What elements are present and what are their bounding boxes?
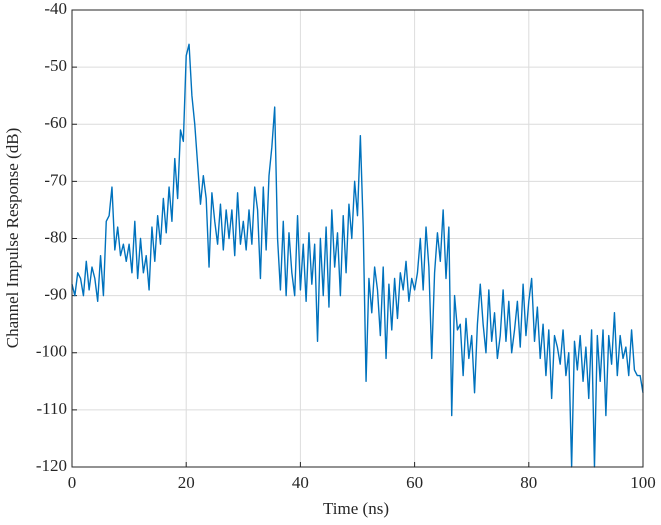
data-line (71, 43, 644, 468)
x-tick-label: 100 (630, 473, 656, 492)
y-tick-label: -100 (36, 342, 67, 361)
y-tick-label: -90 (44, 285, 67, 304)
y-tick-label: -70 (44, 170, 67, 189)
y-tick-label: -80 (44, 227, 67, 246)
plot-frame (71, 9, 644, 468)
y-tick-label: -40 (44, 0, 67, 18)
x-tick-label: 20 (178, 473, 195, 492)
x-tick-label: 40 (292, 473, 309, 492)
x-tick-label: 0 (68, 473, 77, 492)
y-tick-label: -120 (36, 456, 67, 475)
x-tick-label: 60 (406, 473, 423, 492)
y-axis-label: Channel Impulse Response (dB) (3, 128, 22, 349)
x-axis-label: Time (ns) (323, 499, 389, 518)
x-tick-label: 80 (520, 473, 537, 492)
y-tick-label: -50 (44, 56, 67, 75)
y-tick-label: -110 (36, 399, 67, 418)
y-tick-label: -60 (44, 113, 67, 132)
